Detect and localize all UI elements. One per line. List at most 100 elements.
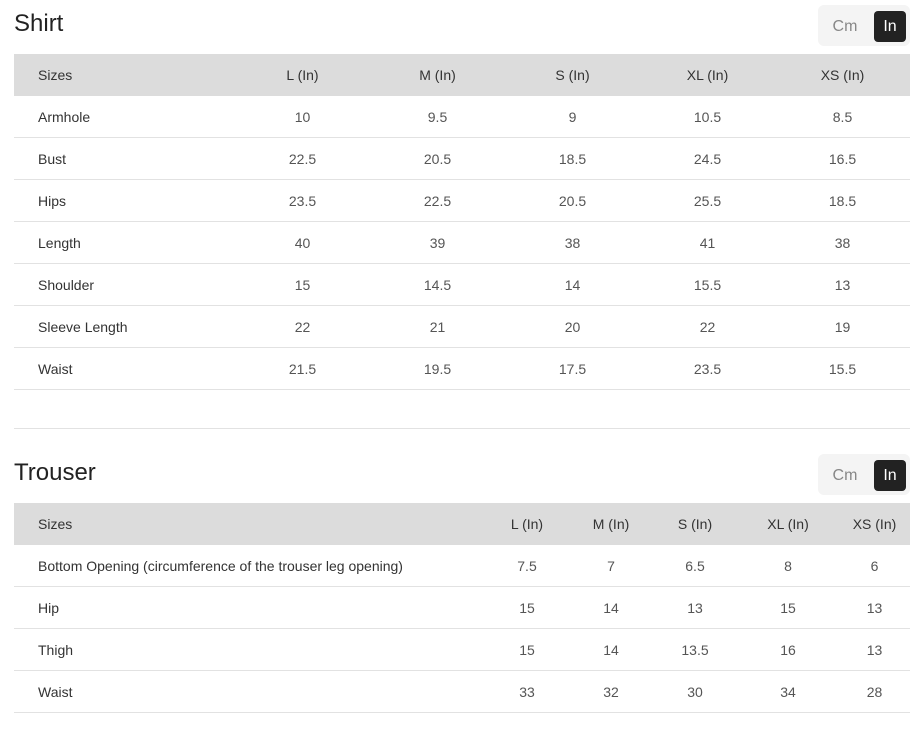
measurement-value: 7.5	[485, 545, 569, 587]
measurement-value: 8	[737, 545, 839, 587]
shirt-section: Shirt Cm In Sizes L (In) M (In) S (In) XL (I…	[14, 0, 910, 390]
measurement-label: Thigh	[14, 628, 485, 671]
measurement-value: 32	[569, 670, 653, 713]
measurement-value: 9	[505, 96, 640, 138]
measurement-value: 7	[569, 545, 653, 587]
table-row: Shoulder 15 14.5 14 15.5 13	[14, 263, 910, 306]
measurement-value: 22	[640, 305, 775, 348]
measurement-value: 15	[737, 586, 839, 629]
measurement-value: 19	[775, 305, 910, 348]
measurement-value: 34	[737, 670, 839, 713]
column-header: L (In)	[235, 54, 370, 96]
measurement-label: Waist	[14, 670, 485, 713]
column-header: XL (In)	[737, 503, 839, 545]
measurement-value: 13	[775, 263, 910, 306]
measurement-label: Shoulder	[14, 263, 235, 306]
measurement-value: 15	[235, 263, 370, 306]
measurement-value: 6.5	[653, 545, 737, 587]
measurement-value: 15.5	[775, 347, 910, 390]
measurement-value: 13	[839, 628, 910, 671]
measurement-value: 10	[235, 96, 370, 138]
section-title: Shirt	[14, 10, 64, 37]
measurement-value: 22.5	[235, 137, 370, 180]
measurement-value: 15	[485, 586, 569, 629]
measurement-value: 9.5	[370, 96, 505, 138]
column-header: XS (In)	[775, 54, 910, 96]
measurement-value: 41	[640, 221, 775, 264]
measurement-value: 25.5	[640, 179, 775, 222]
measurement-value: 13.5	[653, 628, 737, 671]
measurement-value: 14	[505, 263, 640, 306]
cm-button[interactable]: Cm	[832, 18, 858, 35]
measurement-value: 21	[370, 305, 505, 348]
measurement-value: 23.5	[640, 347, 775, 390]
measurement-value: 33	[485, 670, 569, 713]
column-header: M (In)	[569, 503, 653, 545]
measurement-value: 20.5	[370, 137, 505, 180]
in-button[interactable]: In	[874, 460, 906, 491]
measurement-value: 22.5	[370, 179, 505, 222]
column-header: L (In)	[485, 503, 569, 545]
measurement-value: 28	[839, 670, 910, 713]
measurement-label: Length	[14, 221, 235, 264]
table-row: Bottom Opening (circumference of the tro…	[14, 545, 910, 587]
measurement-value: 21.5	[235, 347, 370, 390]
column-header: Sizes	[14, 503, 485, 545]
measurement-value: 20	[505, 305, 640, 348]
measurement-label: Hip	[14, 586, 485, 629]
column-header: S (In)	[505, 54, 640, 96]
divider	[14, 428, 910, 429]
measurement-label: Bottom Opening (circumference of the tro…	[14, 545, 485, 587]
measurement-value: 15	[485, 628, 569, 671]
table-row: Armhole 10 9.5 9 10.5 8.5	[14, 96, 910, 138]
measurement-label: Hips	[14, 179, 235, 222]
measurement-value: 14	[569, 628, 653, 671]
measurement-value: 10.5	[640, 96, 775, 138]
measurement-value: 19.5	[370, 347, 505, 390]
measurement-value: 22	[235, 305, 370, 348]
measurement-value: 17.5	[505, 347, 640, 390]
section-title: Trouser	[14, 459, 96, 486]
measurement-value: 16.5	[775, 137, 910, 180]
shirt-size-table: Sizes L (In) M (In) S (In) XL (In) XS (In) Arm…	[14, 54, 910, 390]
measurement-value: 13	[653, 586, 737, 629]
measurement-value: 14.5	[370, 263, 505, 306]
measurement-value: 18.5	[775, 179, 910, 222]
column-header: M (In)	[370, 54, 505, 96]
column-header: XL (In)	[640, 54, 775, 96]
measurement-label: Sleeve Length	[14, 305, 235, 348]
table-row: Hips 23.5 22.5 20.5 25.5 18.5	[14, 179, 910, 222]
column-header: XS (In)	[839, 503, 910, 545]
table-row: Bust 22.5 20.5 18.5 24.5 16.5	[14, 137, 910, 180]
measurement-value: 8.5	[775, 96, 910, 138]
measurement-label: Waist	[14, 347, 235, 390]
measurement-value: 6	[839, 545, 910, 587]
measurement-value: 18.5	[505, 137, 640, 180]
measurement-value: 23.5	[235, 179, 370, 222]
table-row: Hip 15 14 13 15 13	[14, 586, 910, 629]
measurement-value: 24.5	[640, 137, 775, 180]
table-row: Thigh 15 14 13.5 16 13	[14, 628, 910, 671]
trouser-section: Trouser Cm In Sizes L (In) M (In) S (In) XL …	[14, 449, 910, 713]
measurement-value: 20.5	[505, 179, 640, 222]
table-row: Sleeve Length 22 21 20 22 19	[14, 305, 910, 348]
measurement-value: 39	[370, 221, 505, 264]
unit-toggle: Cm In	[818, 5, 910, 46]
unit-toggle: Cm In	[818, 454, 910, 495]
measurement-value: 15.5	[640, 263, 775, 306]
trouser-size-table: Sizes L (In) M (In) S (In) XL (In) XS (In) Bot…	[14, 503, 910, 713]
measurement-value: 14	[569, 586, 653, 629]
measurement-value: 30	[653, 670, 737, 713]
cm-button[interactable]: Cm	[832, 467, 858, 484]
measurement-value: 13	[839, 586, 910, 629]
table-row: Length 40 39 38 41 38	[14, 221, 910, 264]
table-row: Waist 33 32 30 34 28	[14, 670, 910, 713]
measurement-value: 16	[737, 628, 839, 671]
measurement-label: Bust	[14, 137, 235, 180]
measurement-label: Armhole	[14, 96, 235, 138]
column-header: S (In)	[653, 503, 737, 545]
measurement-value: 40	[235, 221, 370, 264]
measurement-value: 38	[505, 221, 640, 264]
in-button[interactable]: In	[874, 11, 906, 42]
table-row: Waist 21.5 19.5 17.5 23.5 15.5	[14, 347, 910, 390]
